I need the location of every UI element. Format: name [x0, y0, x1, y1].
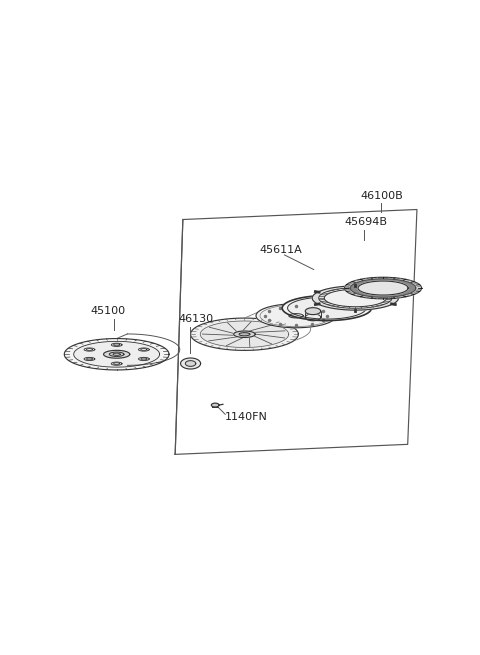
Polygon shape	[305, 314, 321, 321]
Polygon shape	[84, 348, 95, 351]
Polygon shape	[305, 308, 321, 314]
Polygon shape	[74, 341, 159, 367]
Polygon shape	[200, 321, 288, 348]
Polygon shape	[345, 277, 421, 299]
Polygon shape	[211, 403, 219, 407]
Polygon shape	[109, 352, 124, 356]
Polygon shape	[111, 362, 122, 365]
Polygon shape	[104, 350, 130, 358]
Polygon shape	[324, 290, 386, 307]
Polygon shape	[180, 358, 201, 369]
Polygon shape	[191, 318, 299, 350]
Polygon shape	[84, 358, 95, 361]
Text: 46100B: 46100B	[360, 191, 403, 200]
Text: 45694B: 45694B	[345, 217, 387, 227]
Polygon shape	[282, 295, 372, 320]
Polygon shape	[111, 343, 122, 346]
Polygon shape	[256, 304, 336, 328]
Polygon shape	[312, 286, 398, 310]
Polygon shape	[239, 333, 250, 336]
Text: 45100: 45100	[90, 306, 126, 316]
Polygon shape	[288, 297, 366, 319]
Polygon shape	[185, 361, 196, 366]
Polygon shape	[138, 358, 149, 361]
Text: 1140FN: 1140FN	[225, 413, 268, 422]
Polygon shape	[138, 348, 149, 351]
Polygon shape	[358, 281, 408, 295]
Text: 46130: 46130	[178, 314, 214, 324]
Polygon shape	[350, 279, 416, 297]
Polygon shape	[64, 339, 169, 370]
Polygon shape	[289, 314, 303, 318]
Text: 45611A: 45611A	[260, 246, 302, 255]
Polygon shape	[234, 331, 255, 337]
